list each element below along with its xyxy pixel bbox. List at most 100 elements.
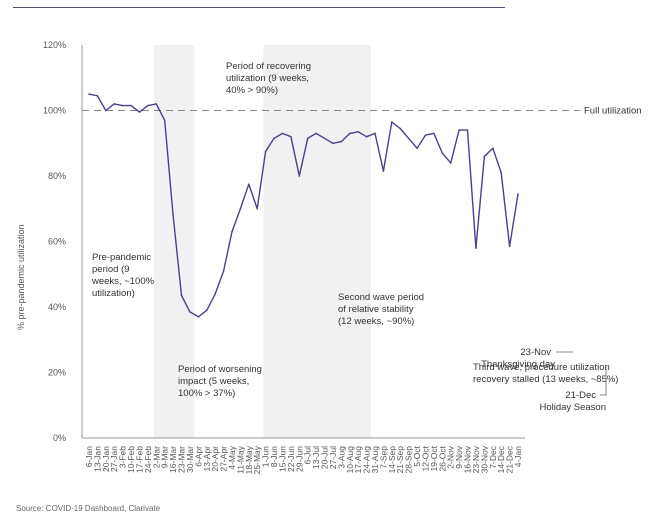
data-point: [441, 152, 444, 154]
x-tick-label: 27-Jan: [109, 446, 119, 472]
data-point: [399, 127, 402, 130]
x-tick-label: 24-Feb: [143, 446, 153, 473]
annotation-line: 23-Nov: [520, 347, 551, 358]
data-point: [348, 132, 351, 135]
annotation-line: 40% > 90%): [226, 85, 278, 96]
annotation-recovering: Period of recovering utilization (9 weeks…: [226, 61, 311, 96]
x-tick-label: 27-Apr: [219, 446, 229, 472]
x-tick-label: 3-Feb: [118, 446, 128, 468]
data-point: [138, 111, 141, 113]
x-tick-label: 31-Aug: [370, 446, 380, 474]
data-point: [256, 207, 259, 210]
data-point: [231, 230, 233, 233]
x-tick-label: 22-Jun: [286, 446, 296, 472]
axes: [81, 45, 525, 439]
y-tick-label: 80%: [48, 171, 66, 181]
data-point: [357, 130, 359, 133]
data-point: [197, 316, 200, 318]
data-point: [475, 247, 477, 249]
data-point: [466, 129, 469, 131]
x-tick-label: 9-Nov: [454, 445, 464, 468]
data-point: [458, 129, 460, 131]
series-points: [88, 93, 519, 318]
x-tick-label: 3-Aug: [336, 446, 346, 469]
series-line: [88, 93, 519, 318]
data-point: [332, 142, 334, 145]
data-point: [433, 132, 435, 135]
annotation-line: Holiday Season: [539, 402, 606, 413]
data-point: [130, 104, 132, 107]
x-tick-label: 8-Jun: [269, 446, 279, 468]
annotation-leaders: [556, 351, 607, 396]
x-tick-label: 30-Nov: [479, 445, 489, 473]
x-tick-label: 27-Jul: [328, 446, 338, 469]
data-point: [449, 162, 452, 164]
x-tick-label: 25-May: [252, 445, 262, 474]
y-tick-label: 60%: [48, 237, 66, 247]
full-utilization-label: Full utilization: [584, 106, 642, 117]
x-tick-label: 21-Dec: [505, 445, 515, 473]
y-axis: 0% 20% 40% 60% 80% 100% 120%: [43, 40, 66, 443]
annotation-line: 21-Dec: [565, 390, 596, 401]
x-tick-label: 23-Nov: [471, 445, 481, 473]
data-point: [416, 147, 418, 149]
x-tick-label: 17-Feb: [134, 446, 144, 473]
annotation-line: weeks, ~100%: [91, 276, 155, 287]
data-point: [281, 132, 284, 135]
x-tick-label: 14-Sep: [387, 446, 397, 474]
data-point: [105, 109, 107, 112]
y-tick-label: 0%: [53, 433, 66, 443]
x-tick-label: 13-Apr: [202, 446, 212, 472]
data-point: [315, 132, 317, 135]
data-point: [374, 132, 376, 135]
y-axis-label: % pre-pandemic utilization: [16, 224, 26, 330]
annotation-line: utilization): [92, 288, 135, 299]
data-point: [113, 103, 116, 105]
annotation-line: recovery stalled (13 weeks, ~85%): [473, 374, 618, 385]
annotations: Pre-pandemic period (9 weeks, ~100% utiliza…: [91, 61, 618, 413]
data-point: [147, 104, 149, 107]
x-tick-label: 2-Nov: [446, 445, 456, 468]
annotation-line: period (9: [92, 264, 130, 275]
annotation-thanksgiving: 23-Nov Thanksgiving day: [481, 347, 555, 370]
x-tick-label: 4-Jan: [513, 446, 523, 468]
data-point: [189, 311, 191, 313]
x-tick-label: 15-Jun: [277, 446, 287, 472]
annotation-line: utilization (9 weeks,: [226, 73, 309, 84]
x-tick-label: 13-Jan: [92, 446, 102, 472]
x-tick-label: 23-Mar: [177, 446, 187, 473]
data-point: [323, 137, 326, 140]
x-tick-label: 14-Dec: [496, 445, 506, 473]
y-tick-label: 100%: [43, 106, 66, 116]
data-point: [500, 171, 502, 174]
x-tick-label: 30-Mar: [185, 446, 195, 473]
x-tick-label: 7-Sep: [378, 446, 388, 469]
annotation-line: Thanksgiving day: [481, 359, 555, 370]
x-tick-label: 6-Jan: [84, 446, 94, 468]
source-note: Source: COVID-19 Dashboard, Clarivate: [16, 504, 161, 513]
data-point: [273, 137, 275, 140]
x-tick-label: 24-Aug: [362, 446, 372, 474]
x-tick-label: 20-Jul: [320, 446, 330, 469]
x-tick-label: 11-May: [235, 445, 245, 473]
y-tick-label: 40%: [48, 302, 66, 312]
top-rule: [13, 7, 505, 8]
data-point: [172, 214, 174, 217]
annotation-line: 100% > 37%): [178, 388, 235, 399]
data-point: [88, 93, 90, 95]
annotation-worsening: Period of worsening impact (5 weeks, 100% …: [178, 364, 262, 399]
x-tick-label: 20-Apr: [210, 446, 220, 472]
data-point: [264, 150, 267, 153]
data-point: [340, 140, 343, 143]
annotation-line: of relative stability: [338, 304, 414, 315]
data-point: [365, 135, 368, 138]
x-tick-label: 16-Mar: [168, 446, 178, 473]
x-tick-label: 17-Aug: [353, 446, 363, 474]
x-tick-label: 18-May: [244, 445, 254, 474]
data-point: [298, 175, 301, 177]
annotation-line: impact (5 weeks,: [178, 376, 249, 387]
data-point: [424, 134, 427, 136]
x-tick-label: 20-Jan: [101, 446, 111, 472]
data-point: [155, 103, 158, 105]
